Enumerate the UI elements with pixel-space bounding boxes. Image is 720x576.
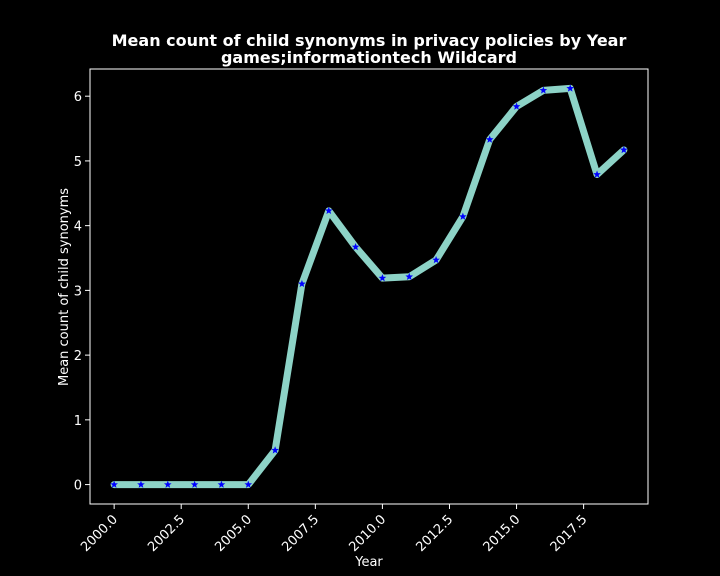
- data-point-star: [485, 135, 494, 143]
- x-axis-label: Year: [354, 555, 383, 570]
- x-tick-label: 2017.5: [548, 512, 591, 555]
- y-tick-label: 3: [74, 284, 82, 299]
- data-point-star: [539, 86, 548, 94]
- x-tick-label: 2005.0: [212, 512, 255, 555]
- chart-subtitle: games;informationtech Wildcard: [221, 48, 517, 67]
- data-point-star: [512, 102, 521, 110]
- data-point-star: [110, 480, 118, 488]
- x-tick-label: 2012.5: [414, 512, 457, 555]
- data-point-star: [137, 480, 145, 488]
- plot-frame: [89, 68, 649, 505]
- data-point-star: [620, 145, 628, 154]
- y-axis: 0 1 2 3 4 5 6: [74, 90, 90, 494]
- x-tick-label: 2007.5: [279, 512, 322, 555]
- data-point-star: [163, 480, 172, 488]
- data-point-star: [459, 212, 467, 220]
- data-point-star: [378, 274, 387, 282]
- y-tick-label: 4: [74, 220, 82, 235]
- data-point-star: [432, 255, 440, 264]
- x-tick-label: 2002.5: [145, 512, 188, 555]
- data-point-star: [593, 170, 601, 178]
- series-line: [110, 84, 628, 489]
- x-tick-label: 2000.0: [78, 512, 121, 555]
- data-point-star: [405, 272, 414, 281]
- x-tick-label: 2015.0: [481, 512, 524, 555]
- y-tick-label: 0: [74, 479, 82, 494]
- y-tick-label: 2: [74, 349, 82, 364]
- y-tick-label: 5: [74, 155, 82, 170]
- x-tick-label: 2010.0: [346, 512, 389, 555]
- data-point-star: [190, 480, 199, 488]
- chart-title: Mean count of child synonyms in privacy …: [112, 31, 627, 50]
- y-tick-label: 1: [74, 414, 82, 429]
- y-axis-label: Mean count of child synonyms: [57, 188, 72, 386]
- data-point-star: [351, 243, 360, 251]
- data-point-star: [244, 480, 253, 488]
- y-tick-label: 6: [74, 90, 82, 105]
- data-point-star: [324, 206, 333, 214]
- x-axis: 2000.0 2002.5 2005.0 2007.5 2010.0 2012.5 2015…: [78, 504, 590, 555]
- data-point-star: [298, 279, 306, 288]
- data-point-star: [217, 480, 226, 488]
- series-markers: [110, 84, 628, 488]
- data-point-star: [271, 446, 279, 454]
- data-point-star: [566, 84, 575, 92]
